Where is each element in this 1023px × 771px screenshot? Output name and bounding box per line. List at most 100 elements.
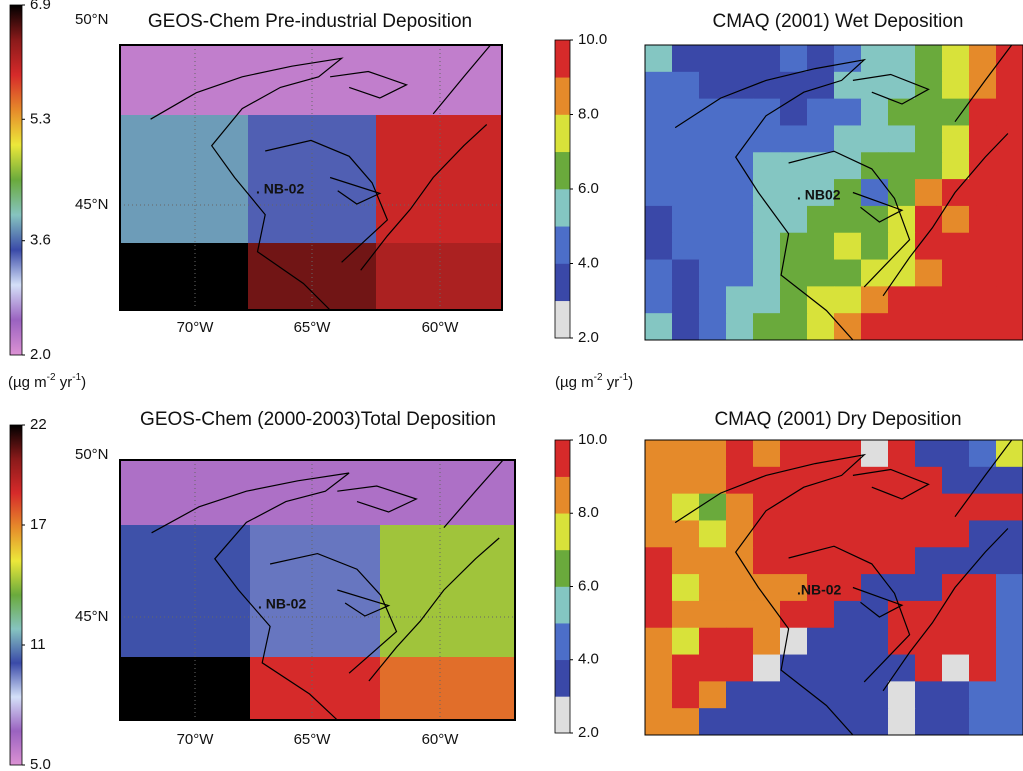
coastline [882,528,1009,692]
colorbar-band [555,440,570,477]
grid-cell [672,152,700,180]
colorbar-band [555,696,570,734]
grid-cell [807,600,835,629]
panel-title: CMAQ (2001) Wet Deposition [713,11,964,32]
grid-cell [969,152,997,180]
coastline [852,73,930,105]
grid-cell [780,98,808,126]
grid-cell [645,654,673,682]
grid-cell [753,125,781,153]
grid-cell [780,125,808,153]
coastline [788,150,911,288]
grid-cell [380,460,515,526]
grid-cell [780,45,808,73]
colorbar-label: 10.0 [578,31,607,48]
grid-cell [969,547,997,575]
grid-cell [888,547,916,575]
grid-cell [915,493,943,521]
grid-cell [861,259,889,287]
lat-label: 45°N [75,608,109,625]
grid-cell [250,525,381,658]
grid-cell [726,259,754,287]
grid-cell [120,657,251,720]
grid-cell [753,232,781,261]
grid-cell [834,313,862,340]
grid-cell [996,286,1023,314]
grid-cell [969,466,997,495]
grid-cell [672,98,700,126]
grid-cell [699,600,727,629]
grid-cell [726,286,754,314]
units-part: ) [81,374,86,391]
grid-cell [645,71,673,100]
grid-cell [120,243,249,310]
grid-cell [780,286,808,314]
lat-label: 45°N [75,196,109,213]
grid-cell [807,547,835,575]
map [645,45,1023,340]
grid-cell [969,259,997,287]
coastline [852,586,904,618]
grid-cell [969,232,997,261]
grid-cell [699,259,727,287]
lon-label: 60°W [422,731,460,748]
grid-cell [942,232,970,261]
grid-cell [726,45,754,73]
grid-cell [996,313,1023,340]
grid-cell [726,466,754,495]
grid-cell [645,466,673,495]
grid-cell [996,600,1023,629]
map-frame [644,44,1023,341]
grid-cell [996,493,1023,521]
grid-cell [888,708,916,735]
grid-cell [942,45,970,73]
grid-cell [780,708,808,735]
map [645,440,1023,735]
grid-cell [753,71,781,100]
site-label: . NB-02 [256,181,304,197]
grid-cell [645,45,673,73]
grid-cell [726,654,754,682]
grid-cell [699,286,727,314]
grid-cell [969,440,997,468]
colorbar-band [555,623,570,661]
grid-cell [807,125,835,153]
units-label: (µg m-2 yr-1) [8,372,86,391]
lon-label: 70°W [177,731,215,748]
colorbar-band [555,300,570,339]
grid-cell [726,600,754,629]
grid-cell [969,286,997,314]
grid-cell [942,654,970,682]
grid-cell [834,520,862,548]
grid-cell [753,45,781,73]
grid-cell [942,708,970,735]
colorbar-label: 2.0 [578,724,599,741]
grid-cell [861,493,889,521]
grid-cell [726,205,754,234]
grid-cell [645,547,673,575]
grid-cell [753,152,781,180]
grid-cell [996,232,1023,261]
grid-cell [915,681,943,709]
grid-cell [250,657,381,720]
grid-cell [915,205,943,234]
grid-cell [915,440,943,468]
grid-cell [807,574,835,602]
grid-cell [861,232,889,261]
grid-cell [726,313,754,340]
grid-cell [753,466,781,495]
grid-cell [915,574,943,602]
grid-cell [915,179,943,207]
grid-cell [996,466,1023,495]
site-label: . NB02 [797,187,841,203]
grid-cell [672,654,700,682]
lon-label: 65°W [294,319,332,336]
grid-cell [699,681,727,709]
grid-cell [645,98,673,126]
grid-cell [942,493,970,521]
grid-cell [753,654,781,682]
grid-cell [996,547,1023,575]
grid-cell [807,681,835,709]
colorbar-band [555,659,570,697]
grid-cell [726,440,754,468]
